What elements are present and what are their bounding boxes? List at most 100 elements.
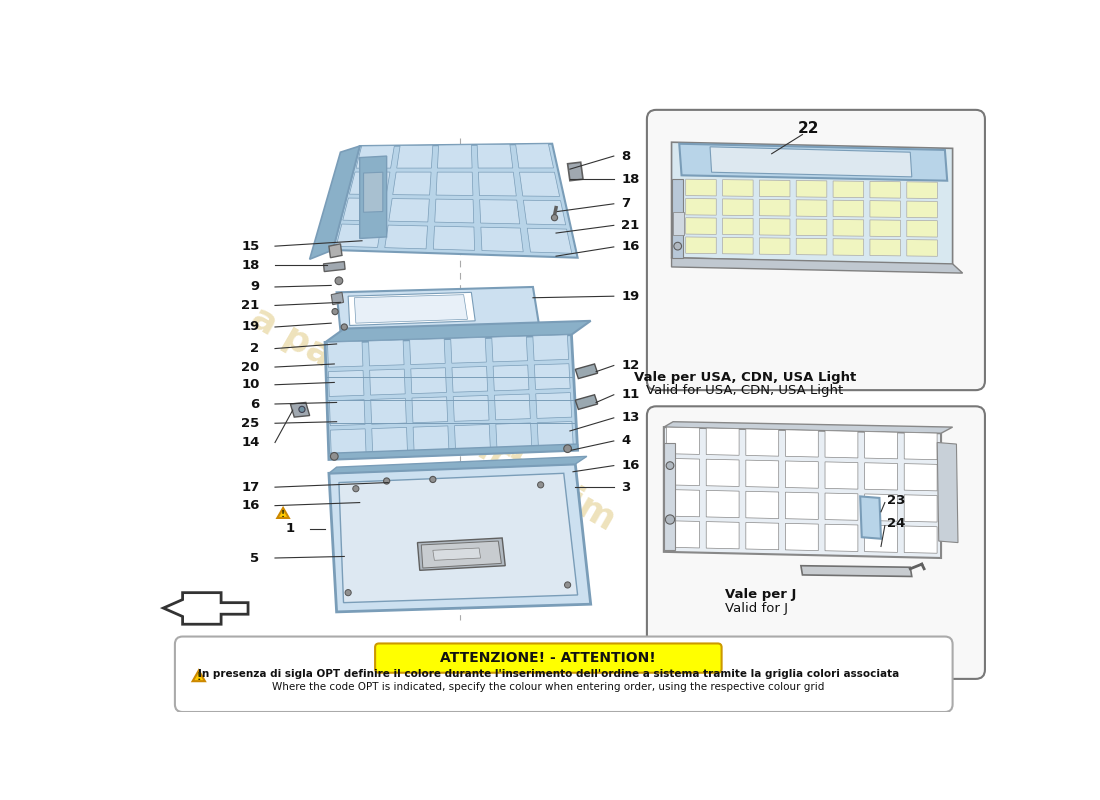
Polygon shape [664,427,942,558]
Polygon shape [825,430,858,458]
Polygon shape [575,364,597,378]
Circle shape [667,462,674,470]
Text: Valid for J: Valid for J [726,602,789,615]
Polygon shape [667,490,700,517]
Polygon shape [326,321,591,342]
Polygon shape [568,162,583,181]
Text: 6: 6 [251,398,260,410]
Text: 13: 13 [621,411,640,424]
Circle shape [336,277,343,285]
Polygon shape [436,172,473,195]
Polygon shape [785,430,818,457]
Polygon shape [493,365,529,391]
Text: 25: 25 [241,417,260,430]
Text: Valid for USA, CDN, USA Light: Valid for USA, CDN, USA Light [646,384,844,397]
Circle shape [345,590,351,596]
Polygon shape [906,239,937,256]
Text: 16: 16 [621,241,640,254]
Polygon shape [397,145,433,168]
Polygon shape [906,201,937,218]
Polygon shape [833,200,864,217]
Text: 17: 17 [241,481,260,494]
Polygon shape [664,442,675,550]
Polygon shape [330,400,365,426]
Polygon shape [516,144,553,168]
Text: 23: 23 [887,494,905,506]
Circle shape [384,478,389,484]
Polygon shape [759,180,790,197]
Polygon shape [667,427,700,454]
Polygon shape [337,224,382,247]
Polygon shape [452,366,487,392]
Polygon shape [331,292,343,305]
Polygon shape [337,287,539,331]
Polygon shape [785,461,818,488]
Polygon shape [385,225,428,249]
Polygon shape [870,239,901,256]
Text: Where the code OPT is indicated, specify the colour when entering order, using t: Where the code OPT is indicated, specify… [272,682,825,692]
Polygon shape [685,198,716,215]
Polygon shape [785,492,818,519]
Polygon shape [492,336,528,362]
Polygon shape [328,342,363,367]
Polygon shape [480,200,519,224]
Polygon shape [746,460,779,487]
Polygon shape [326,334,578,459]
Polygon shape [904,526,937,554]
Polygon shape [706,490,739,518]
Polygon shape [421,541,502,568]
Text: 21: 21 [241,299,260,312]
Polygon shape [418,538,505,570]
Circle shape [563,445,572,453]
Polygon shape [833,181,864,198]
Polygon shape [711,147,912,177]
Polygon shape [192,670,205,682]
Polygon shape [860,496,881,538]
FancyBboxPatch shape [375,643,722,673]
Text: 10: 10 [241,378,260,391]
Polygon shape [329,456,587,474]
Polygon shape [519,172,560,197]
Polygon shape [371,398,406,424]
Polygon shape [870,220,901,237]
Polygon shape [433,548,481,560]
Polygon shape [356,146,395,168]
Polygon shape [865,525,898,552]
Polygon shape [535,364,570,390]
Text: !: ! [280,510,285,519]
Polygon shape [329,370,364,397]
Text: Vale per J: Vale per J [726,589,796,602]
Polygon shape [368,340,404,366]
Text: 22: 22 [798,121,820,136]
Polygon shape [723,180,754,196]
Text: 19: 19 [621,290,640,302]
Circle shape [551,214,558,221]
Polygon shape [370,369,405,395]
Text: 20: 20 [241,361,260,374]
Text: 3: 3 [621,481,630,494]
Polygon shape [339,474,578,602]
Text: !: ! [197,671,201,682]
Polygon shape [454,425,491,450]
Polygon shape [575,394,597,410]
Polygon shape [865,462,898,490]
Polygon shape [906,220,937,237]
Polygon shape [451,338,486,363]
Polygon shape [343,198,386,221]
Polygon shape [671,142,953,266]
Text: 8: 8 [621,150,630,162]
Polygon shape [759,218,790,235]
Polygon shape [673,211,684,234]
Text: 5: 5 [251,551,260,565]
FancyBboxPatch shape [647,110,984,390]
Polygon shape [329,244,342,258]
Polygon shape [453,395,490,422]
Circle shape [341,324,348,330]
Polygon shape [796,238,827,255]
Polygon shape [759,238,790,254]
Circle shape [674,242,682,250]
Polygon shape [685,179,716,196]
Polygon shape [667,521,700,548]
Polygon shape [937,442,958,542]
Polygon shape [746,429,779,456]
